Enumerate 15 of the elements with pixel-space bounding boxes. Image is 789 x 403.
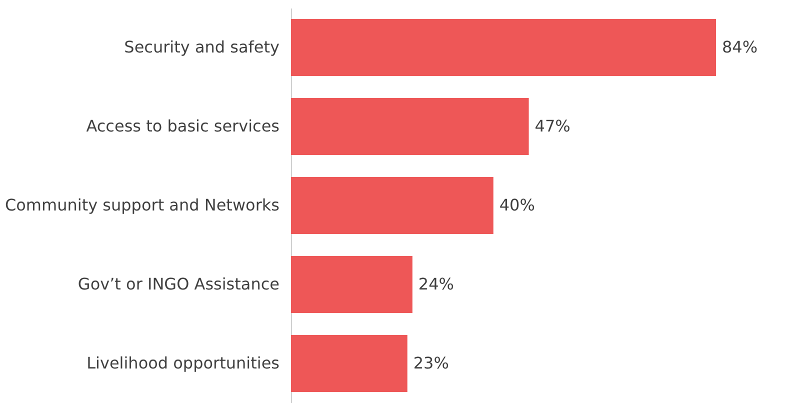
- data-label: 47%: [534, 116, 570, 136]
- bar: [291, 335, 408, 392]
- y-tick-label: Access to basic services: [86, 116, 280, 136]
- bar: [291, 19, 716, 76]
- y-tick-label: Security and safety: [124, 38, 280, 56]
- data-label: 84%: [722, 38, 758, 56]
- y-tick-label: Community support and Networks: [4, 196, 280, 214]
- data-label: 24%: [418, 274, 454, 294]
- data-label: 23%: [413, 354, 449, 372]
- y-tick-label: Gov’t or INGO Assistance: [78, 274, 280, 294]
- y-tick-label: Livelihood opportunities: [86, 354, 280, 372]
- bar: [291, 177, 494, 234]
- bar: [291, 98, 529, 155]
- data-label: 40%: [499, 196, 535, 214]
- bar: [291, 256, 412, 313]
